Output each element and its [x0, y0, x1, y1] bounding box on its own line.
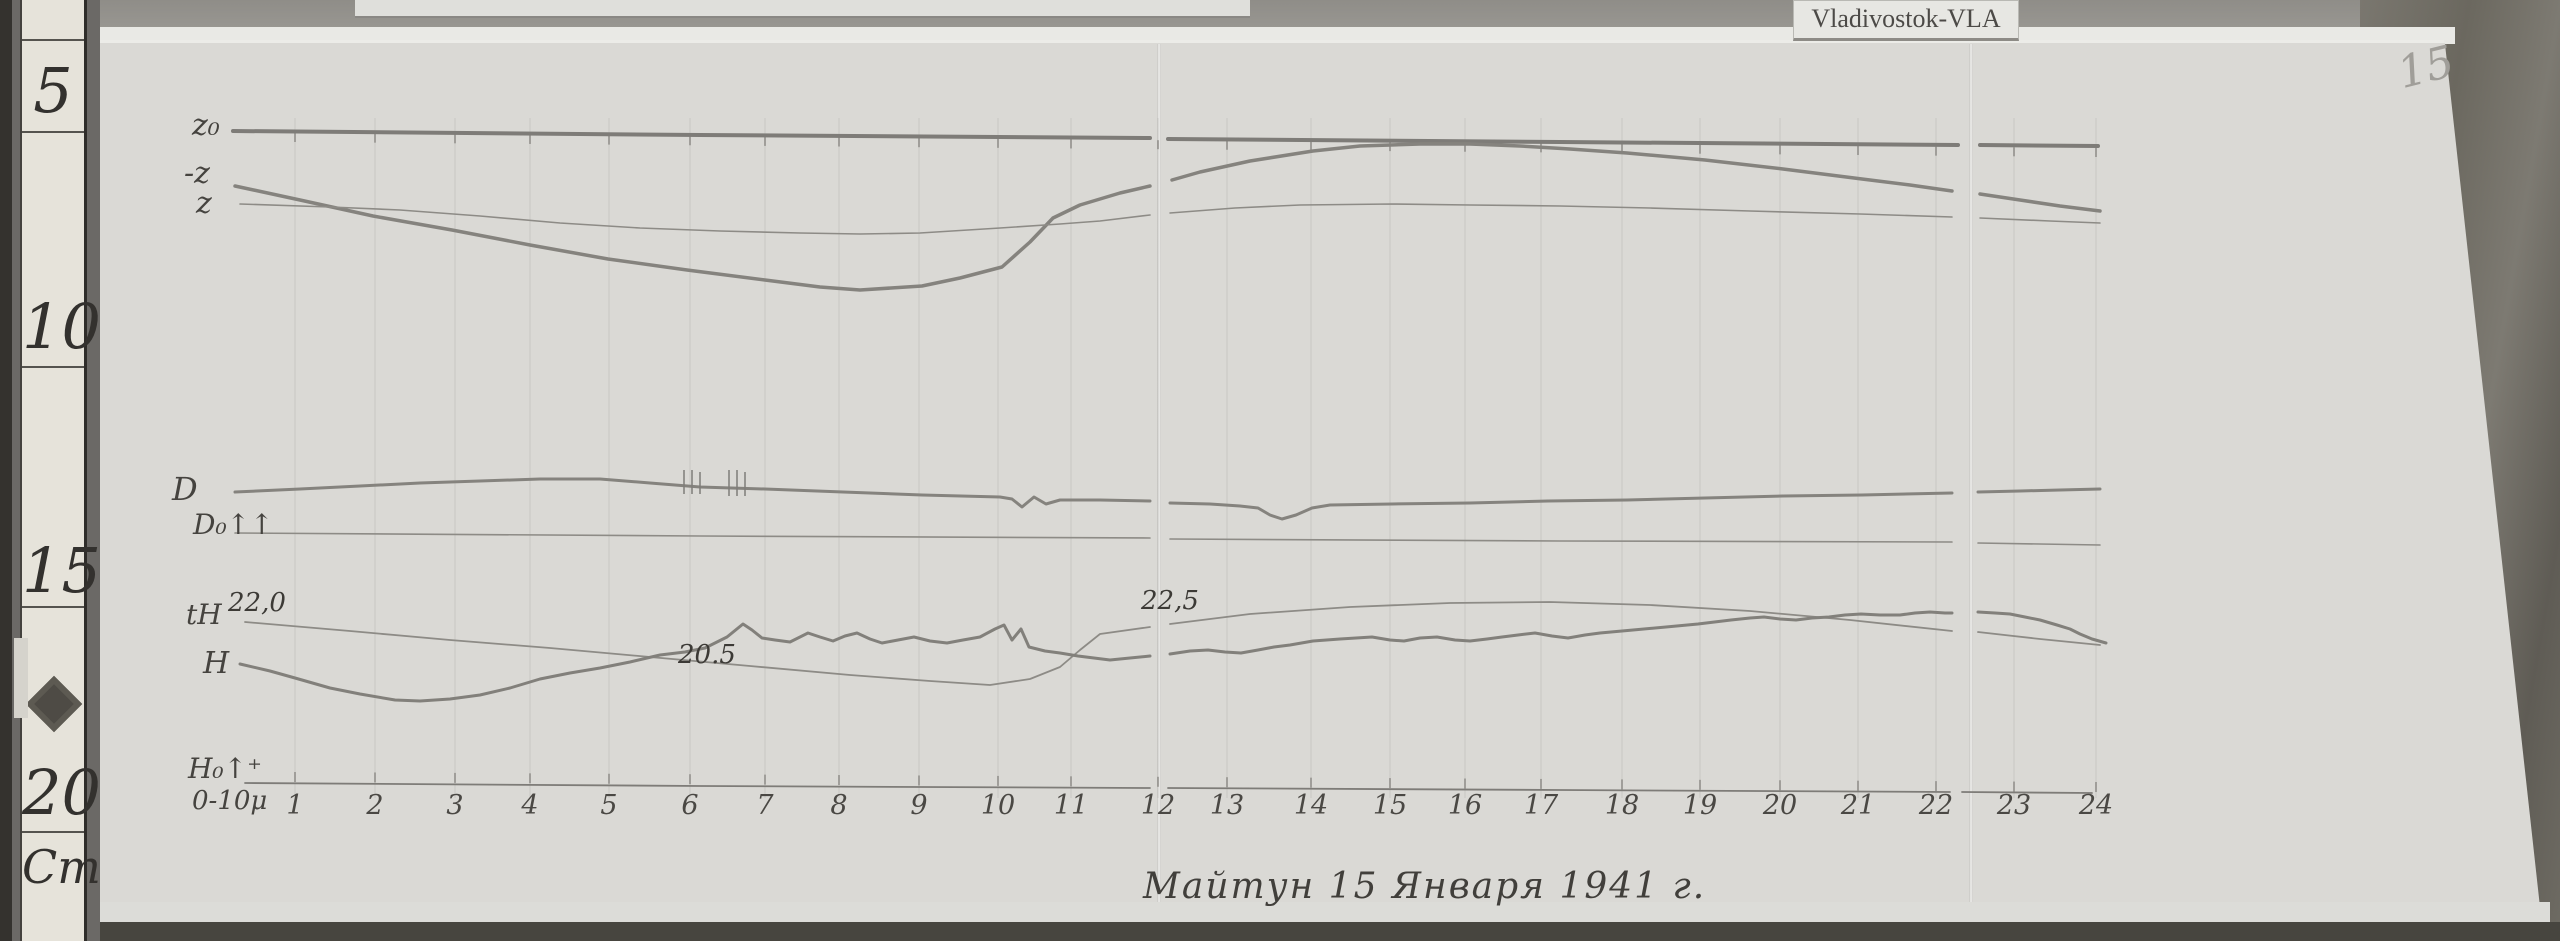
trace-H-baseline-axis: [1961, 791, 2093, 794]
magnetogram-paper: [95, 40, 2541, 908]
trace-D-baseline: [1169, 538, 1953, 543]
hour-label: 24: [2078, 790, 2114, 821]
trace-label: tH: [186, 598, 222, 631]
hour-label: 9: [910, 790, 928, 821]
hour-label: 11: [1053, 790, 1089, 821]
station-label-text: Vladivostok-VLA: [1811, 4, 2001, 33]
trace-label: -z: [184, 156, 210, 191]
hour-label: 10: [980, 790, 1016, 821]
ruler-division-line: [22, 831, 84, 833]
hour-label: 19: [1682, 790, 1718, 821]
trace-D-baseline: [1977, 542, 2101, 546]
trace-label: H: [203, 646, 230, 681]
trace-label: H₀↑⁺: [188, 752, 262, 785]
hour-label: 13: [1209, 790, 1245, 821]
ruler-face: 5 10 15 20 Cm: [14, 0, 101, 941]
hour-label: 8: [830, 790, 848, 821]
hour-label: 1: [286, 790, 304, 821]
ruler-number: 5: [33, 54, 73, 127]
other-sheet-edge: [355, 0, 1250, 18]
temperature-annotation: 22,5: [1141, 586, 1199, 616]
trace-label: z₀: [192, 108, 220, 143]
hour-label: 21: [1840, 790, 1876, 821]
date-caption: Майтун 15 Января 1941 г.: [1143, 866, 1707, 907]
hour-label: 17: [1523, 790, 1559, 821]
trace-Z-baseline: [231, 129, 1152, 140]
hour-label: 12: [1140, 790, 1176, 821]
trace-label: D₀↑↑: [193, 508, 274, 541]
hour-label: 15: [1372, 790, 1408, 821]
hour-label: 5: [600, 790, 618, 821]
trace-label: 0-10μ: [192, 786, 268, 816]
trace-D-variation: [1976, 487, 2102, 494]
cm-ruler: 5 10 15 20 Cm: [12, 0, 101, 941]
trace-H-baseline-axis: [1167, 787, 1951, 793]
hour-label: 18: [1604, 790, 1640, 821]
trace-tH-temperature: [244, 621, 1151, 686]
trace-label: D: [172, 470, 198, 508]
trace-tH-temperature: [1977, 631, 2101, 646]
background-left-edge: [0, 0, 14, 941]
trace-H-variation: [1168, 610, 1954, 656]
hour-label: 3: [446, 790, 464, 821]
trace-label: z: [196, 186, 212, 221]
paper-seam-left: [1157, 44, 1161, 904]
hour-label: 4: [521, 790, 539, 821]
hour-label: 23: [1996, 790, 2032, 821]
station-label-card: Vladivostok-VLA: [1793, 0, 2019, 41]
hour-label: 2: [366, 790, 384, 821]
trace-Z-variation: [1978, 192, 2102, 213]
trace-Z-variation: [233, 184, 1152, 292]
hour-label: 20: [1762, 790, 1798, 821]
trace-H-variation: [238, 622, 1152, 703]
background-bottom-band: [0, 922, 2560, 941]
trace-D-baseline: [234, 532, 1151, 539]
ruler-tape-patch: [14, 638, 28, 718]
ruler-division-line: [22, 39, 84, 41]
hour-label: 22: [1918, 790, 1954, 821]
trace-D-variation: [1168, 491, 1954, 521]
trace-Z-base-thin: [239, 203, 1151, 235]
trace-Z-base-thin: [1169, 203, 1953, 218]
paper-seam-right: [1969, 44, 1973, 904]
hour-label: 7: [756, 790, 774, 821]
ruler-division-line: [22, 606, 84, 608]
trace-D-variation: [233, 477, 1152, 509]
trace-H-baseline-axis: [244, 782, 1151, 789]
temperature-annotation: 20.5: [678, 640, 736, 670]
trace-Z-base-thin: [1979, 217, 2101, 224]
hour-label: 6: [681, 790, 699, 821]
trace-Z-variation: [1170, 142, 1954, 193]
temperature-annotation: 22,0: [228, 588, 286, 618]
hour-label: 16: [1447, 790, 1483, 821]
trace-Z-baseline: [1166, 137, 1960, 147]
hour-label: 14: [1293, 790, 1329, 821]
ruler-division-line: [22, 131, 84, 133]
ruler-division-line: [22, 366, 84, 368]
trace-H-variation: [1976, 610, 2108, 645]
trace-Z-baseline: [1978, 143, 2100, 148]
